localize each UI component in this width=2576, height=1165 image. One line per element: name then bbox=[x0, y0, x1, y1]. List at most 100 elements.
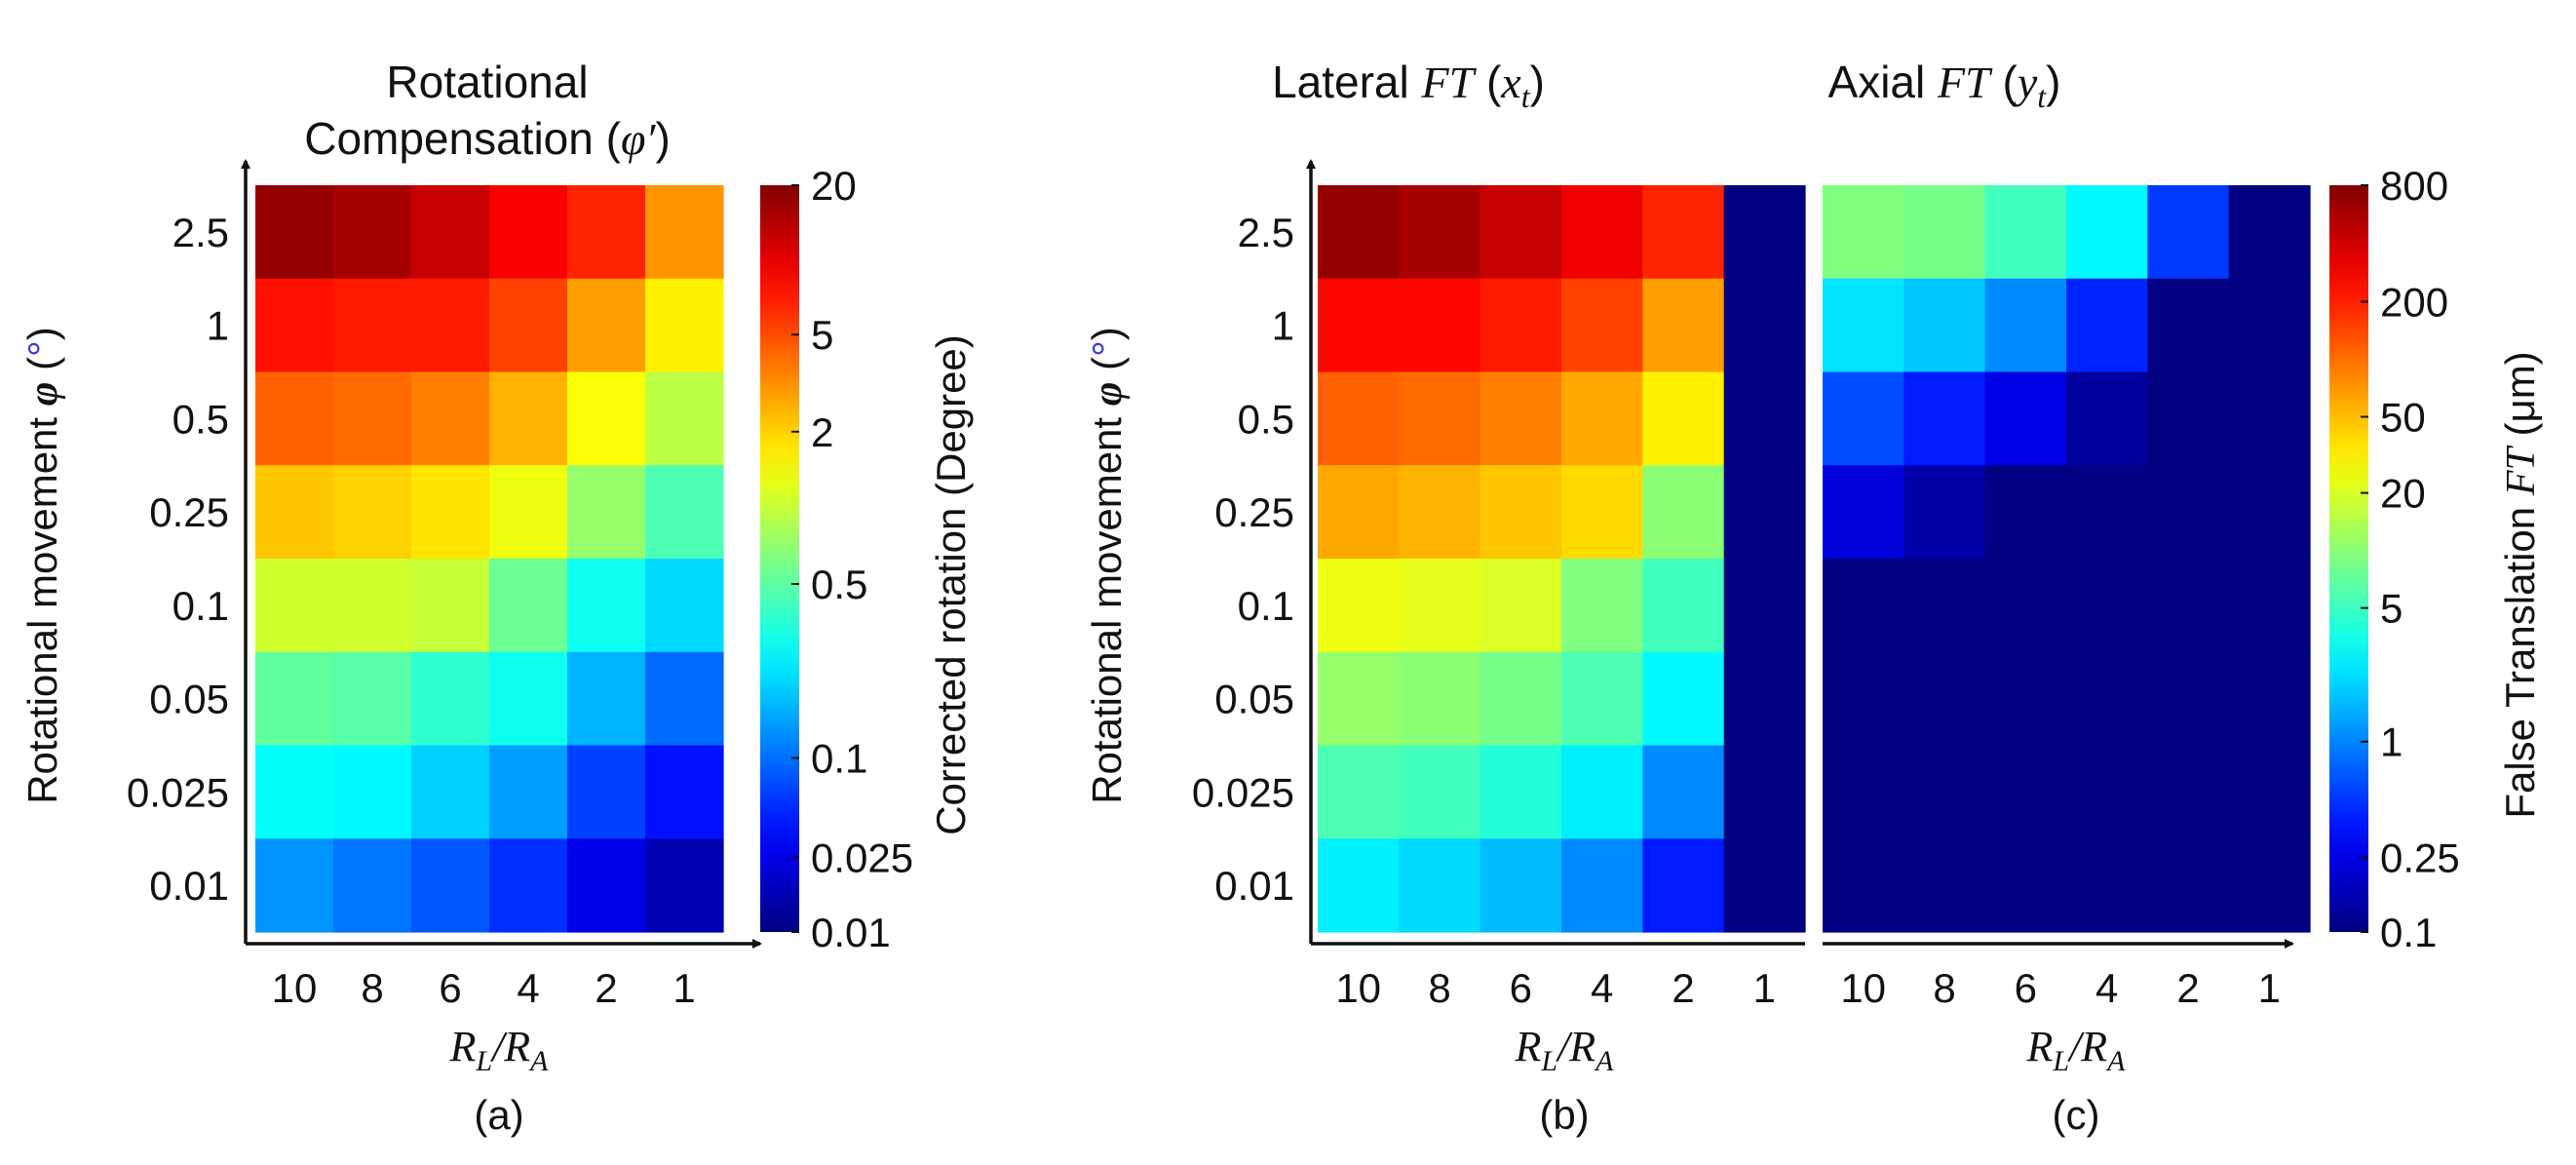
x-tick-label: 2 bbox=[2176, 965, 2199, 1011]
heatmap-cell bbox=[1561, 651, 1643, 747]
y-tick-labels-b: 2.5 1 0.5 0.25 0.1 0.05 0.025 0.01 bbox=[1192, 210, 1294, 909]
heatmap-cell bbox=[1318, 559, 1400, 653]
heatmap-cell bbox=[2147, 838, 2230, 933]
heatmap-cell bbox=[1984, 278, 2067, 373]
x-tick-label: 6 bbox=[439, 965, 461, 1011]
heatmap-cell bbox=[1561, 559, 1643, 653]
x-tick-label: 6 bbox=[1510, 965, 1532, 1011]
heatmap-cell bbox=[2066, 278, 2148, 373]
heatmap-cell bbox=[1903, 465, 1986, 560]
panel-c-title: Axial FT (yt) bbox=[1828, 57, 2061, 114]
heatmap-cell bbox=[645, 838, 724, 933]
heatmap-cell bbox=[2147, 465, 2230, 560]
heatmap-cell bbox=[1318, 371, 1400, 466]
y-tick-label: 0.025 bbox=[1192, 769, 1294, 815]
y-tick-label: 0.1 bbox=[173, 583, 229, 629]
colorbar-tick-label: 5 bbox=[2380, 586, 2403, 632]
heatmap-cell bbox=[1903, 185, 1986, 280]
colorbar-tick-label: 20 bbox=[811, 163, 857, 209]
heatmap-cell bbox=[1318, 745, 1400, 839]
heatmap-cell bbox=[1561, 745, 1643, 839]
x-tick-label: 8 bbox=[361, 965, 383, 1011]
heatmap-cell bbox=[1480, 278, 1562, 373]
heatmap-cell bbox=[333, 185, 412, 280]
heatmap-cell bbox=[2147, 745, 2230, 839]
panel-c: Axial FT (yt) 10 8 6 4 2 1 RL/RA (c) 80020050… bbox=[1823, 57, 2544, 1138]
heatmap-cell bbox=[1480, 371, 1562, 466]
heatmap-cell bbox=[1984, 185, 2067, 280]
heatmap-cell bbox=[1399, 559, 1481, 653]
y-tick-label: 0.5 bbox=[173, 396, 229, 442]
colorbar-tick-label: 0.25 bbox=[2380, 835, 2460, 880]
heatmap-cell bbox=[2228, 651, 2311, 747]
x-tick-label: 2 bbox=[1672, 965, 1694, 1011]
heatmap-cell bbox=[1823, 371, 1904, 466]
y-tick-label: 0.01 bbox=[1214, 863, 1294, 909]
heatmap-cell bbox=[1480, 559, 1562, 653]
panel-a-label: (a) bbox=[474, 1092, 523, 1138]
heatmap-cell bbox=[2147, 559, 2230, 653]
heatmap-cell bbox=[1642, 559, 1725, 653]
heatmap-cell bbox=[1399, 371, 1481, 466]
heatmap-cell bbox=[645, 371, 724, 466]
heatmap-cell bbox=[489, 465, 568, 560]
y-axis-label-a-unit: ° bbox=[19, 340, 65, 357]
x-tick-labels-c: 10 8 6 4 2 1 bbox=[1840, 965, 2281, 1011]
heatmap-cell bbox=[255, 465, 334, 560]
heatmap-cell bbox=[1903, 651, 1986, 747]
heatmap-cell bbox=[1480, 185, 1562, 280]
heatmap-cell bbox=[1561, 185, 1643, 280]
heatmap-cell bbox=[333, 371, 412, 466]
y-axis-label-a-text: Rotational movement bbox=[19, 417, 65, 804]
heatmap-cell bbox=[489, 559, 568, 653]
y-tick-label: 0.25 bbox=[149, 489, 229, 535]
y-tick-label: 1 bbox=[1272, 303, 1294, 349]
heatmap-cell bbox=[567, 278, 646, 373]
colorbar-a-gradient bbox=[760, 185, 799, 932]
heatmap-cell bbox=[1642, 278, 1725, 373]
heatmap-cell bbox=[2066, 185, 2148, 280]
y-tick-label: 0.05 bbox=[149, 677, 229, 722]
heatmap-cell bbox=[333, 745, 412, 839]
heatmap-cell bbox=[567, 559, 646, 653]
heatmap-cell bbox=[1823, 185, 1904, 280]
heatmap-cell bbox=[1318, 278, 1400, 373]
heatmap-cell bbox=[489, 838, 568, 933]
heatmap-cell bbox=[567, 651, 646, 747]
colorbar-tick-label: 0.1 bbox=[2380, 910, 2437, 955]
y-tick-label: 1 bbox=[207, 303, 229, 349]
heatmap-cell bbox=[333, 465, 412, 560]
heatmap-cell bbox=[1823, 745, 1904, 839]
y-tick-label: 2.5 bbox=[173, 210, 229, 255]
heatmap-cell bbox=[2066, 559, 2148, 653]
heatmap-cell bbox=[2147, 651, 2230, 747]
panel-b: Lateral FT (xt) 2.5 1 0.5 0.25 0.1 0.05 0.025 0… bbox=[1084, 57, 1806, 1138]
heatmap-cell bbox=[1823, 651, 1904, 747]
heatmap-c bbox=[1823, 185, 2311, 933]
y-tick-label: 0.5 bbox=[1238, 396, 1294, 442]
x-tick-label: 1 bbox=[673, 965, 695, 1011]
heatmap-cell bbox=[1642, 651, 1725, 747]
x-tick-labels-b: 10 8 6 4 2 1 bbox=[1335, 965, 1776, 1011]
colorbar-c-label: False Translation FT (μm) bbox=[2497, 351, 2544, 818]
heatmap-cell bbox=[489, 745, 568, 839]
x-tick-label: 1 bbox=[2258, 965, 2281, 1011]
svg-text:Rotational movement φ (°): Rotational movement φ (°) bbox=[19, 327, 66, 804]
heatmap-cell bbox=[1723, 838, 1806, 933]
heatmap-cell bbox=[2147, 185, 2230, 280]
heatmap-cell bbox=[489, 651, 568, 747]
heatmap-cell bbox=[1642, 371, 1725, 466]
heatmap-cell bbox=[1399, 745, 1481, 839]
x-tick-label: 10 bbox=[1335, 965, 1381, 1011]
x-axis-label-b: RL/RA bbox=[1514, 1023, 1614, 1077]
heatmap-cell bbox=[2147, 371, 2230, 466]
colorbar-c-gradient bbox=[2329, 185, 2368, 932]
heatmap-cell bbox=[489, 371, 568, 466]
heatmap-cell bbox=[2066, 465, 2148, 560]
heatmap-cell bbox=[333, 278, 412, 373]
x-tick-labels-a: 10 8 6 4 2 1 bbox=[272, 965, 696, 1011]
heatmap-cell bbox=[1318, 838, 1400, 933]
heatmap-cell bbox=[645, 559, 724, 653]
heatmap-cell bbox=[567, 371, 646, 466]
